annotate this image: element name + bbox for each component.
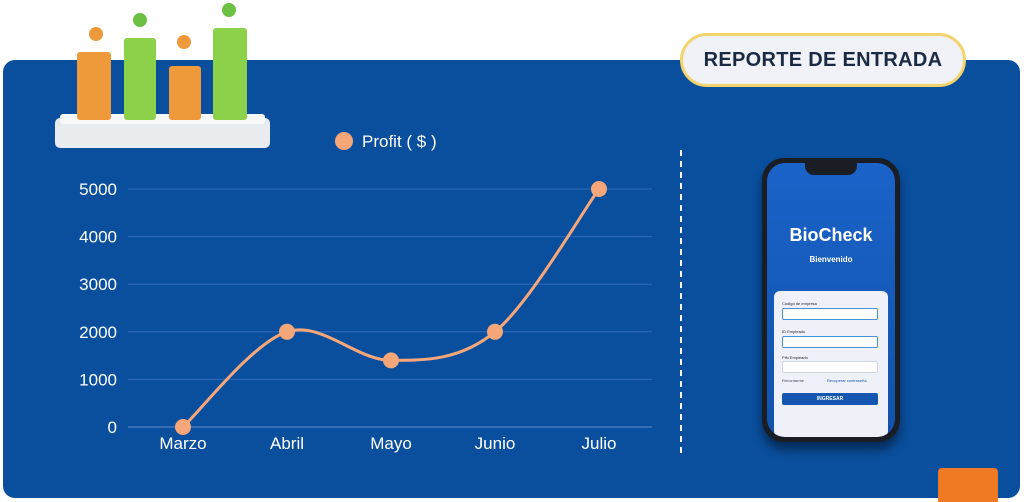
data-point bbox=[175, 419, 191, 435]
x-tick-label: Junio bbox=[475, 434, 516, 453]
corner-tab bbox=[938, 468, 998, 502]
company-label: Código de empresa bbox=[782, 301, 817, 306]
employee-input[interactable] bbox=[782, 336, 878, 348]
x-tick-label: Marzo bbox=[159, 434, 206, 453]
x-tick-label: Julio bbox=[582, 434, 617, 453]
y-tick-label: 5000 bbox=[79, 180, 117, 199]
forgot-password-link[interactable]: Recuperar contraseña bbox=[827, 378, 867, 383]
legend-marker bbox=[335, 132, 353, 150]
phone-notch bbox=[805, 163, 857, 175]
y-tick-label: 3000 bbox=[79, 275, 117, 294]
y-tick-label: 4000 bbox=[79, 228, 117, 247]
bar-chart-icon bbox=[55, 3, 270, 148]
data-point bbox=[383, 352, 399, 369]
app-logo: BioCheck bbox=[789, 225, 873, 245]
company-input[interactable] bbox=[782, 308, 878, 320]
data-point bbox=[591, 181, 607, 197]
phone-screen: BioCheck Bienvenido Código de empresa ID… bbox=[767, 163, 895, 437]
legend-label: Profit ( $ ) bbox=[362, 132, 437, 151]
login-button[interactable]: INGRESAR bbox=[782, 393, 878, 405]
pin-input[interactable] bbox=[782, 361, 878, 373]
login-card: Código de empresa ID Empleado PIN Emplea… bbox=[774, 291, 888, 437]
y-tick-label: 1000 bbox=[79, 370, 117, 389]
report-title-badge: REPORTE DE ENTRADA bbox=[680, 33, 966, 87]
welcome-text: Bienvenido bbox=[809, 255, 853, 264]
y-tick-label: 0 bbox=[108, 418, 117, 437]
data-point bbox=[487, 323, 503, 340]
employee-label: ID Empleado bbox=[782, 329, 806, 334]
x-tick-label: Abril bbox=[270, 434, 304, 453]
data-point bbox=[279, 323, 295, 340]
x-tick-label: Mayo bbox=[370, 434, 412, 453]
series-line-profit bbox=[181, 188, 601, 429]
y-tick-label: 2000 bbox=[79, 323, 117, 342]
remember-label[interactable]: Recordarme bbox=[782, 378, 805, 383]
pin-label: PIN Empleado bbox=[782, 355, 808, 360]
phone-mockup: BioCheck Bienvenido Código de empresa ID… bbox=[762, 158, 900, 442]
